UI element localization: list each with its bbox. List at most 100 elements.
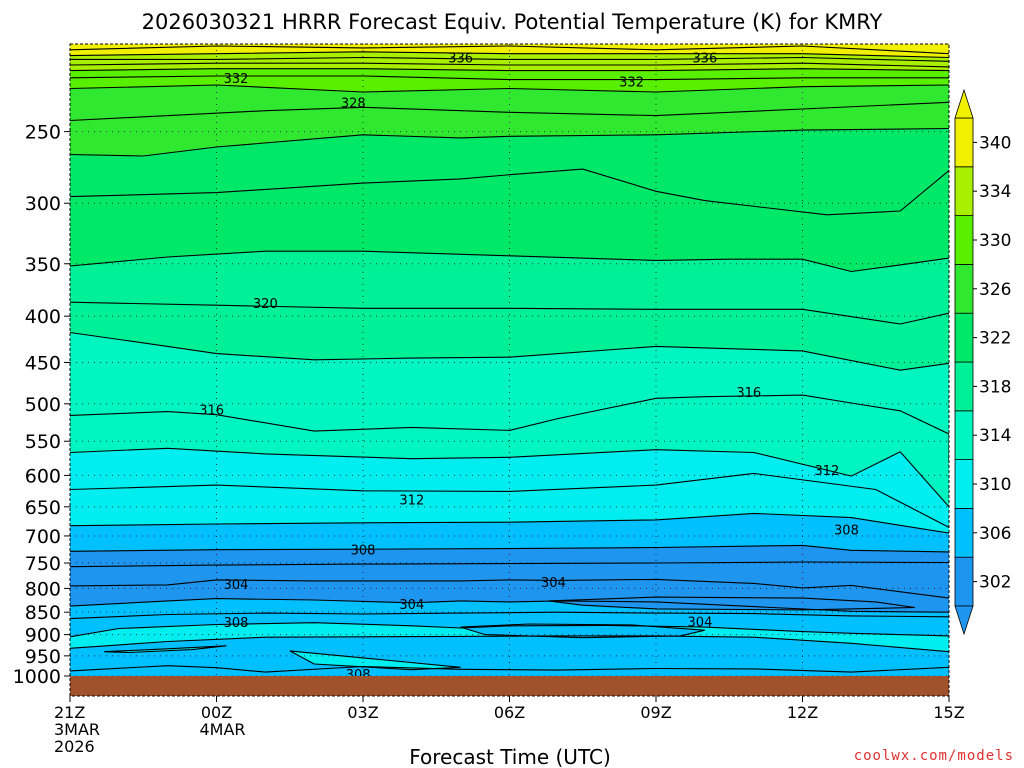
filled-contours — [70, 44, 949, 676]
colorbar-arrow-bottom — [954, 605, 974, 636]
contour-line — [70, 635, 949, 653]
colorbar-tick-label: 310 — [979, 475, 1011, 495]
contour-label: 308 — [351, 544, 376, 559]
contour-label: 332 — [224, 72, 249, 87]
contour-label: 316 — [199, 403, 224, 418]
contour-line — [70, 51, 949, 59]
contour-lines — [70, 45, 949, 673]
contour-line — [70, 301, 949, 325]
contour-line — [70, 394, 949, 463]
colorbar-segment — [954, 410, 974, 460]
colorbar-tick-label: 330 — [979, 231, 1011, 251]
contour-line-closed — [548, 596, 915, 611]
contour-label: 336 — [692, 52, 717, 67]
x-tick-label: 00Z — [201, 703, 232, 722]
x-axis-title: Forecast Time (UTC) — [409, 745, 611, 768]
contour-line — [70, 62, 949, 68]
terrain-surface — [70, 676, 949, 696]
y-tick-label: 750 — [25, 553, 61, 575]
colorbar-segment — [954, 556, 974, 607]
contour-band — [70, 635, 949, 676]
colorbar-segment — [954, 459, 974, 509]
y-tick-label: 650 — [25, 497, 61, 519]
contour-line — [70, 101, 949, 122]
y-tick-label: 450 — [25, 352, 61, 374]
contour-line — [70, 578, 949, 599]
colorbar-tick-label: 318 — [979, 377, 1011, 397]
contour-line — [70, 472, 949, 528]
colorbar-tick-label: 306 — [979, 524, 1011, 544]
contour-label: 308 — [346, 668, 371, 683]
y-tick-label: 250 — [25, 122, 61, 144]
contour-line — [70, 598, 949, 613]
y-tick-label: 950 — [25, 646, 61, 668]
y-tick-label: 400 — [25, 306, 61, 328]
contour-line — [70, 611, 949, 620]
contour-label: 308 — [834, 524, 859, 539]
colorbar: 302 306 310 314 318 322 326 330 334 340 — [954, 88, 1011, 636]
x-tick-label: 3MAR — [54, 720, 100, 739]
contour-line-closed — [289, 650, 461, 671]
colorbar-tick-label: 322 — [979, 329, 1011, 349]
contour-line — [70, 447, 949, 508]
x-tick-label: 12Z — [787, 703, 818, 722]
x-tick-label: 03Z — [347, 703, 378, 722]
contour-line — [70, 331, 949, 371]
contour-label: 312 — [815, 464, 840, 479]
closed-contour-fill — [460, 624, 705, 638]
contour-line — [70, 512, 949, 534]
colorbar-segment — [954, 117, 974, 168]
contour-line — [70, 544, 949, 553]
contour-line — [70, 56, 949, 62]
contour-line — [70, 68, 949, 72]
y-tick-label: 500 — [25, 394, 61, 416]
contour-band — [70, 665, 949, 676]
y-axis: 2503003504004505005506006507007508008509… — [13, 122, 70, 688]
colorbar-tick-label: 334 — [979, 182, 1011, 202]
x-tick-label: 2026 — [54, 737, 95, 756]
colorbar-segment — [954, 312, 974, 363]
x-tick-label: 4MAR — [200, 720, 246, 739]
contour-line — [70, 127, 949, 157]
closed-contour-fill — [548, 597, 915, 610]
colorbar-segment — [954, 166, 974, 217]
contour-line — [70, 665, 949, 673]
contour-labels: 336 336 332 332 328 320 316 316 312 312 308 308 304 3… — [199, 52, 859, 683]
y-tick-label: 300 — [25, 193, 61, 215]
x-tick-label: 09Z — [640, 703, 671, 722]
x-tick-label: 06Z — [494, 703, 525, 722]
contour-line — [70, 250, 949, 273]
contour-label: 312 — [399, 494, 424, 509]
contour-label: 304 — [399, 598, 424, 613]
contour-label: 308 — [224, 616, 249, 631]
colorbar-tick-label: 314 — [979, 426, 1011, 446]
y-tick-label: 900 — [25, 625, 61, 647]
colorbar-segment — [954, 361, 974, 412]
contour-line — [70, 84, 949, 93]
y-tick-label: 850 — [25, 602, 61, 624]
contour-label: 320 — [253, 297, 278, 312]
colorbar-segment — [954, 263, 974, 314]
y-tick-label: 700 — [25, 526, 61, 548]
contour-label: 304 — [688, 615, 713, 630]
colorbar-tick-label: 340 — [979, 133, 1011, 153]
contour-line — [70, 45, 949, 55]
contour-label: 304 — [224, 578, 249, 593]
contour-label: 328 — [341, 96, 366, 111]
chart-title: 2026030321 HRRR Forecast Equiv. Potentia… — [142, 10, 883, 34]
y-tick-label: 600 — [25, 465, 61, 487]
contour-line — [70, 561, 949, 568]
contour-label: 332 — [619, 75, 644, 90]
colorbar-arrow-top — [954, 88, 974, 119]
colorbar-segment — [954, 507, 974, 558]
contour-label: 304 — [541, 576, 566, 591]
x-tick-label: 21Z — [54, 703, 85, 722]
y-tick-label: 1000 — [13, 666, 61, 688]
contour-label: 316 — [736, 386, 761, 401]
colorbar-tick-label: 302 — [979, 573, 1011, 593]
contour-line — [70, 75, 949, 81]
x-tick-label: 15Z — [933, 703, 964, 722]
y-tick-label: 550 — [25, 431, 61, 453]
